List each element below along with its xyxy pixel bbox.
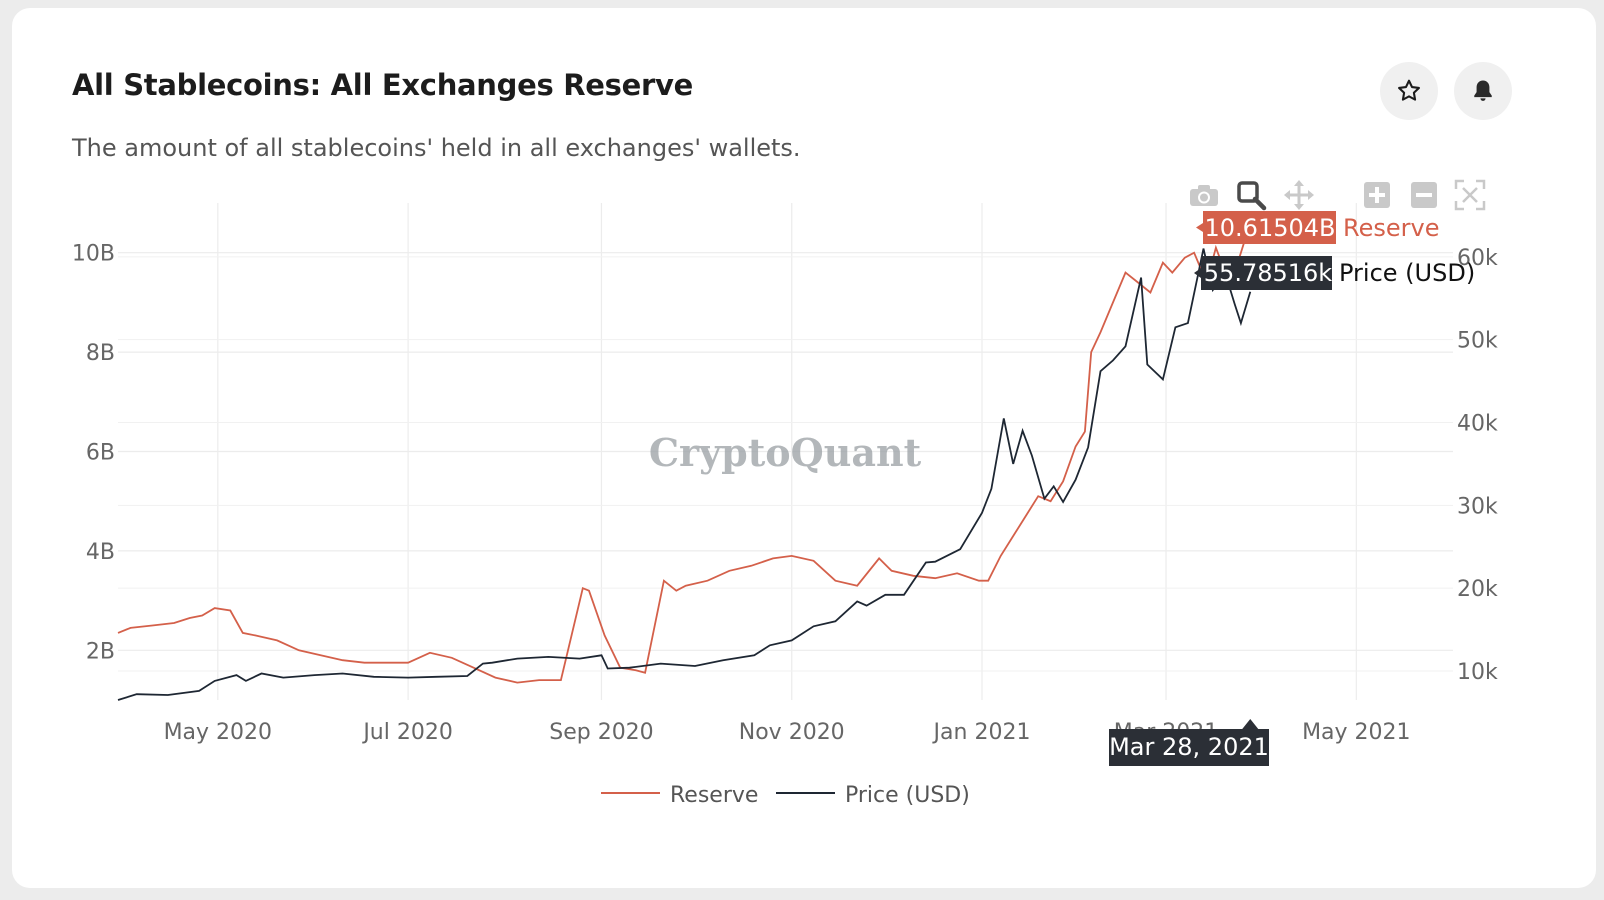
x-tick-label: May 2021 xyxy=(1302,720,1410,745)
x-axis: May 2020 Jul 2020 Sep 2020 Nov 2020 Jan 2021… xyxy=(164,720,1411,745)
chart-card: All Stablecoins: All Exchanges Reserve T… xyxy=(12,8,1596,888)
reserve-hover-value: 10.61504B xyxy=(1205,214,1336,242)
x-tick-label: May 2020 xyxy=(164,720,272,745)
star-icon xyxy=(1398,79,1420,101)
reserve-hover-label: 10.61504B Reserve xyxy=(1196,211,1439,244)
legend-price-label[interactable]: Price (USD) xyxy=(845,783,970,808)
camera-icon[interactable] xyxy=(1187,178,1221,212)
y-right-tick-label: 40k xyxy=(1457,412,1498,437)
legend: Reserve Price (USD) xyxy=(601,783,970,808)
y-left-tick-label: 6B xyxy=(86,441,115,466)
pan-icon[interactable] xyxy=(1282,178,1316,212)
card-title: All Stablecoins: All Exchanges Reserve xyxy=(72,68,693,102)
zoom-in-icon[interactable] xyxy=(1360,178,1394,212)
zoom-icon[interactable] xyxy=(1234,178,1268,212)
y-right-tick-label: 50k xyxy=(1457,329,1498,354)
alert-button[interactable] xyxy=(1454,62,1512,120)
x-tick-label: Jul 2020 xyxy=(361,720,453,745)
card-subtitle: The amount of all stablecoins' held in a… xyxy=(72,134,801,162)
price-hover-box xyxy=(1194,256,1332,290)
y-right-axis: 10k 20k 30k 40k 50k 60k xyxy=(1457,246,1498,685)
y-right-tick-label: 20k xyxy=(1457,577,1498,602)
y-right-tick-label: 10k xyxy=(1457,660,1498,685)
reserve-hover-box xyxy=(1196,211,1336,244)
y-left-tick-label: 4B xyxy=(86,540,115,565)
price-hover-value: 55.78516k xyxy=(1204,259,1333,287)
x-tick-label: Jan 2021 xyxy=(932,720,1031,745)
bell-icon xyxy=(1474,80,1492,101)
y-right-tick-label: 30k xyxy=(1457,494,1498,519)
reserve-line[interactable] xyxy=(117,221,1252,684)
x-tick-label: Nov 2020 xyxy=(739,720,845,745)
date-hover-text: Mar 28, 2021 xyxy=(1109,733,1269,761)
y-right-tick-label: 60k xyxy=(1457,246,1498,271)
autoscale-icon[interactable] xyxy=(1453,178,1487,212)
zoom-out-icon[interactable] xyxy=(1407,178,1441,212)
price-hover-label: 55.78516k Price (USD) xyxy=(1194,256,1475,290)
favorite-button[interactable] xyxy=(1380,62,1438,120)
watermark: CryptoQuant xyxy=(649,430,922,475)
x-hover-label: Mar 28, 2021 xyxy=(1109,719,1269,766)
reserve-hover-series: Reserve xyxy=(1343,214,1439,242)
y-left-tick-label: 8B xyxy=(86,341,115,366)
x-tick-label: Sep 2020 xyxy=(549,720,653,745)
y-left-axis: 2B 4B 6B 8B 10B xyxy=(72,242,115,665)
price-line[interactable] xyxy=(117,248,1252,701)
y-left-tick-label: 2B xyxy=(86,639,115,664)
price-hover-series: Price (USD) xyxy=(1339,259,1475,287)
date-hover-box xyxy=(1109,719,1269,766)
y-left-tick-label: 10B xyxy=(72,242,115,267)
legend-reserve-label[interactable]: Reserve xyxy=(670,783,758,808)
